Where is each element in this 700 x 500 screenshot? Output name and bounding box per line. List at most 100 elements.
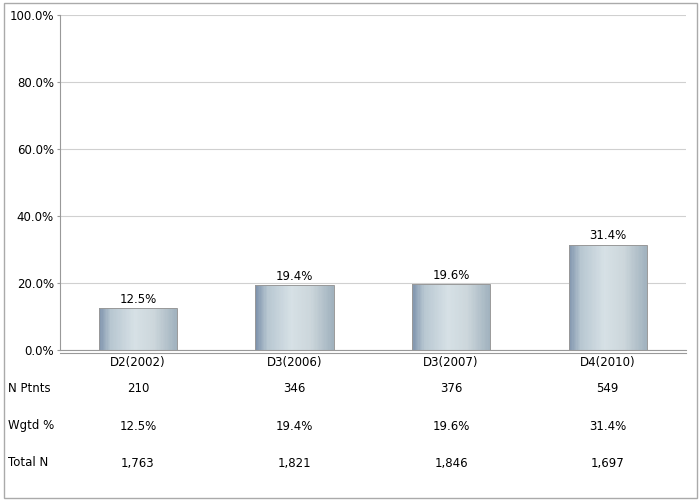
Bar [444, 284, 446, 350]
Bar [412, 284, 414, 350]
Bar [116, 308, 117, 350]
Bar [485, 284, 486, 350]
Bar [443, 284, 444, 350]
Bar [447, 284, 449, 350]
Bar [148, 308, 150, 350]
Bar [488, 284, 489, 350]
Bar [310, 285, 312, 350]
Bar [318, 285, 319, 350]
Bar [617, 245, 618, 350]
Bar [132, 308, 134, 350]
Bar [288, 285, 289, 350]
Bar [608, 245, 609, 350]
Bar [305, 285, 307, 350]
Text: 549: 549 [596, 382, 619, 396]
Bar [640, 245, 642, 350]
Text: Wgtd %: Wgtd % [8, 420, 55, 432]
Bar [634, 245, 636, 350]
Bar [153, 308, 155, 350]
Bar [135, 308, 136, 350]
Bar [598, 245, 600, 350]
Bar [636, 245, 638, 350]
Bar [604, 245, 606, 350]
Bar [132, 308, 133, 350]
Bar [412, 284, 490, 350]
Bar [286, 285, 288, 350]
Bar [283, 285, 284, 350]
Bar [100, 308, 102, 350]
Bar [442, 284, 443, 350]
Bar [455, 284, 456, 350]
Text: 1,697: 1,697 [591, 456, 624, 469]
Bar [313, 285, 314, 350]
Bar [643, 245, 645, 350]
Bar [633, 245, 634, 350]
Bar [266, 285, 267, 350]
Text: 1,763: 1,763 [121, 456, 155, 469]
Bar [176, 308, 177, 350]
Text: N Ptnts: N Ptnts [8, 382, 51, 396]
Bar [421, 284, 423, 350]
Bar [459, 284, 461, 350]
Bar [456, 284, 458, 350]
Text: 31.4%: 31.4% [589, 420, 626, 432]
Bar [592, 245, 594, 350]
Bar [438, 284, 440, 350]
Text: 19.4%: 19.4% [276, 420, 313, 432]
Bar [463, 284, 464, 350]
Bar [606, 245, 608, 350]
Bar [609, 245, 610, 350]
Bar [277, 285, 279, 350]
Bar [449, 284, 450, 350]
Bar [105, 308, 106, 350]
Bar [307, 285, 309, 350]
Bar [136, 308, 138, 350]
Bar [580, 245, 582, 350]
Bar [281, 285, 283, 350]
Bar [626, 245, 627, 350]
Bar [279, 285, 280, 350]
Bar [573, 245, 574, 350]
Bar [326, 285, 327, 350]
Bar [268, 285, 270, 350]
Bar [629, 245, 630, 350]
Bar [584, 245, 586, 350]
Bar [151, 308, 153, 350]
Bar [139, 308, 141, 350]
Bar [123, 308, 125, 350]
Bar [134, 308, 135, 350]
Bar [152, 308, 153, 350]
Bar [645, 245, 647, 350]
Bar [624, 245, 626, 350]
Bar [270, 285, 271, 350]
Bar [618, 245, 620, 350]
Bar [309, 285, 310, 350]
Text: 12.5%: 12.5% [119, 293, 156, 306]
Bar [260, 285, 262, 350]
Bar [103, 308, 104, 350]
Bar [482, 284, 484, 350]
Bar [286, 285, 287, 350]
Bar [613, 245, 615, 350]
Bar [585, 245, 587, 350]
Bar [300, 285, 301, 350]
Text: 210: 210 [127, 382, 149, 396]
Bar [574, 245, 575, 350]
Bar [588, 245, 589, 350]
Bar [568, 245, 647, 350]
Bar [271, 285, 272, 350]
Bar [122, 308, 124, 350]
Bar [256, 285, 257, 350]
Bar [325, 285, 326, 350]
Bar [144, 308, 146, 350]
Bar [587, 245, 588, 350]
Bar [160, 308, 162, 350]
Bar [331, 285, 332, 350]
Bar [306, 285, 307, 350]
Bar [304, 285, 305, 350]
Bar [452, 284, 454, 350]
Bar [172, 308, 173, 350]
Bar [262, 285, 263, 350]
Bar [458, 284, 459, 350]
Bar [454, 284, 455, 350]
